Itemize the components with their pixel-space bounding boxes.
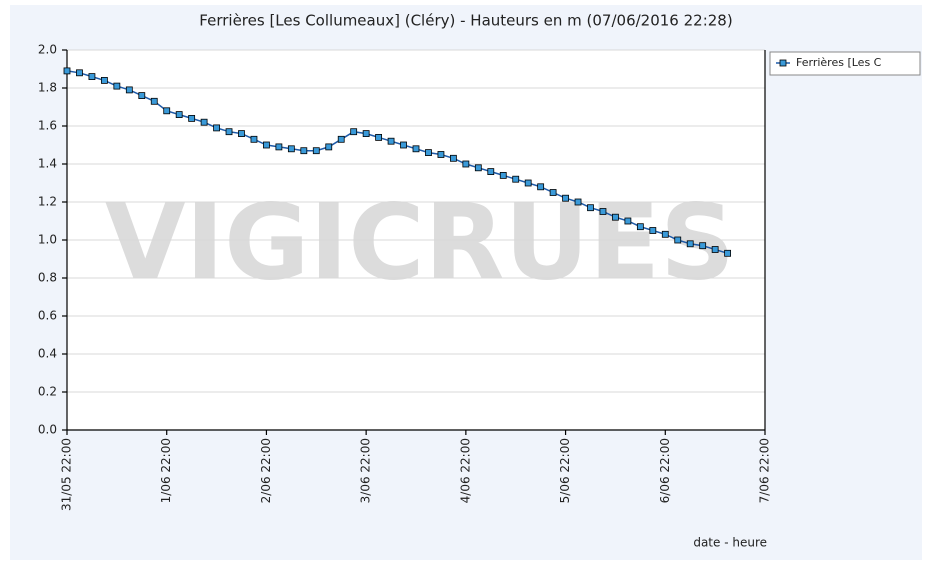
marker xyxy=(238,130,245,138)
marker xyxy=(175,111,183,118)
marker xyxy=(113,82,121,90)
marker xyxy=(699,242,707,250)
marker xyxy=(312,147,320,155)
legend-label: Ferrières [Les C xyxy=(796,56,882,69)
marker xyxy=(200,118,208,126)
x-tick-label: 6/06 22:00 xyxy=(658,438,672,503)
marker xyxy=(250,135,258,143)
y-tick-label: 1.8 xyxy=(38,81,57,95)
marker xyxy=(599,208,607,215)
x-tick-label: 3/06 22:00 xyxy=(359,438,373,503)
y-tick-label: 1.6 xyxy=(38,119,57,133)
marker xyxy=(612,213,619,221)
y-tick-label: 0.0 xyxy=(38,423,57,437)
marker xyxy=(449,154,457,162)
marker xyxy=(711,246,719,253)
x-tick-label: 2/06 22:00 xyxy=(259,438,273,503)
marker xyxy=(275,143,283,151)
legend-marker xyxy=(779,59,787,67)
marker xyxy=(362,130,370,138)
marker xyxy=(587,204,594,212)
y-tick-label: 0.4 xyxy=(38,347,57,361)
marker xyxy=(387,137,395,145)
marker xyxy=(499,171,507,179)
x-axis-label: date - heure xyxy=(693,536,767,550)
watermark: VIGICRUES xyxy=(105,181,735,303)
y-tick-label: 1.0 xyxy=(38,233,57,247)
marker xyxy=(724,249,732,257)
marker xyxy=(624,217,632,225)
marker xyxy=(524,179,532,187)
marker xyxy=(661,230,669,238)
marker xyxy=(400,141,407,149)
marker xyxy=(300,147,308,155)
marker xyxy=(537,183,545,191)
y-tick-label: 1.4 xyxy=(38,157,57,171)
marker xyxy=(512,175,520,183)
marker xyxy=(325,143,333,151)
x-tick-label: 5/06 22:00 xyxy=(558,438,572,503)
marker xyxy=(337,135,345,143)
marker xyxy=(549,189,557,196)
marker xyxy=(125,86,133,94)
marker xyxy=(76,69,83,77)
marker xyxy=(350,128,358,136)
x-tick-label: 1/06 22:00 xyxy=(159,438,173,503)
marker xyxy=(213,124,220,132)
x-tick-label: 31/05 22:00 xyxy=(60,438,74,511)
y-tick-label: 2.0 xyxy=(38,43,57,57)
marker xyxy=(425,149,432,157)
marker xyxy=(674,236,682,244)
marker xyxy=(686,240,694,248)
marker xyxy=(474,164,482,172)
marker xyxy=(574,198,582,206)
y-tick-label: 1.2 xyxy=(38,195,57,209)
marker xyxy=(188,115,196,122)
marker xyxy=(150,97,158,105)
marker xyxy=(562,194,569,202)
marker xyxy=(263,141,270,149)
y-tick-label: 0.2 xyxy=(38,385,57,399)
marker xyxy=(163,107,171,115)
x-tick-label: 4/06 22:00 xyxy=(458,438,472,503)
marker xyxy=(437,151,445,158)
marker xyxy=(63,67,71,75)
marker xyxy=(649,227,657,234)
x-tick-label: 7/06 22:00 xyxy=(758,438,772,503)
marker xyxy=(412,145,420,153)
marker xyxy=(287,145,295,153)
chart-title: Ferrières [Les Collumeaux] (Cléry) - Hau… xyxy=(199,12,732,30)
marker xyxy=(636,223,644,231)
marker xyxy=(88,73,96,80)
marker xyxy=(138,92,146,99)
marker xyxy=(462,160,470,168)
marker xyxy=(100,77,108,84)
marker xyxy=(487,168,495,176)
y-tick-label: 0.6 xyxy=(38,309,57,323)
y-tick-label: 0.8 xyxy=(38,271,57,285)
marker xyxy=(375,133,383,141)
legend-box xyxy=(769,51,921,76)
marker xyxy=(225,128,233,136)
